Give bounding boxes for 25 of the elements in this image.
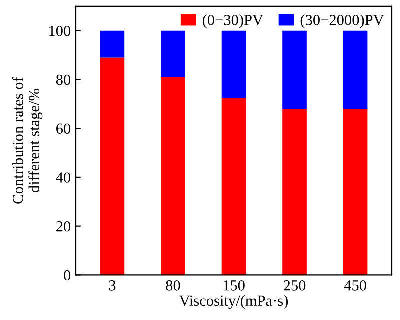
x-axis-title: Viscosity/(mPa·s): [179, 295, 288, 310]
y-tick-label: 60: [56, 124, 71, 134]
y-tick-label: 100: [50, 26, 71, 36]
y-axis-title: Contribution rates of different stage/%: [12, 77, 43, 204]
bar: [100, 30, 125, 58]
bar: [222, 30, 246, 98]
bar: [343, 30, 368, 110]
bar: [100, 58, 125, 276]
bar: [161, 30, 186, 78]
y-tick-label: 40: [56, 172, 71, 183]
bar: [282, 109, 307, 276]
legend-label: (30−2000)PV: [300, 14, 384, 28]
bar: [343, 109, 368, 276]
bar: [282, 30, 307, 110]
y-tick-label: 80: [56, 74, 71, 86]
x-tick-label: 450: [344, 280, 366, 291]
bar: [222, 98, 246, 276]
x-tick-label: 3: [109, 280, 116, 291]
bar: [161, 77, 186, 276]
y-tick-label: 20: [56, 221, 71, 232]
y-tick-label: 0: [64, 270, 71, 281]
legend-label: (0−30)PV: [202, 14, 264, 28]
x-tick-label: 150: [224, 280, 245, 291]
x-tick-label: 250: [284, 280, 306, 291]
x-tick-label: 80: [166, 280, 180, 291]
